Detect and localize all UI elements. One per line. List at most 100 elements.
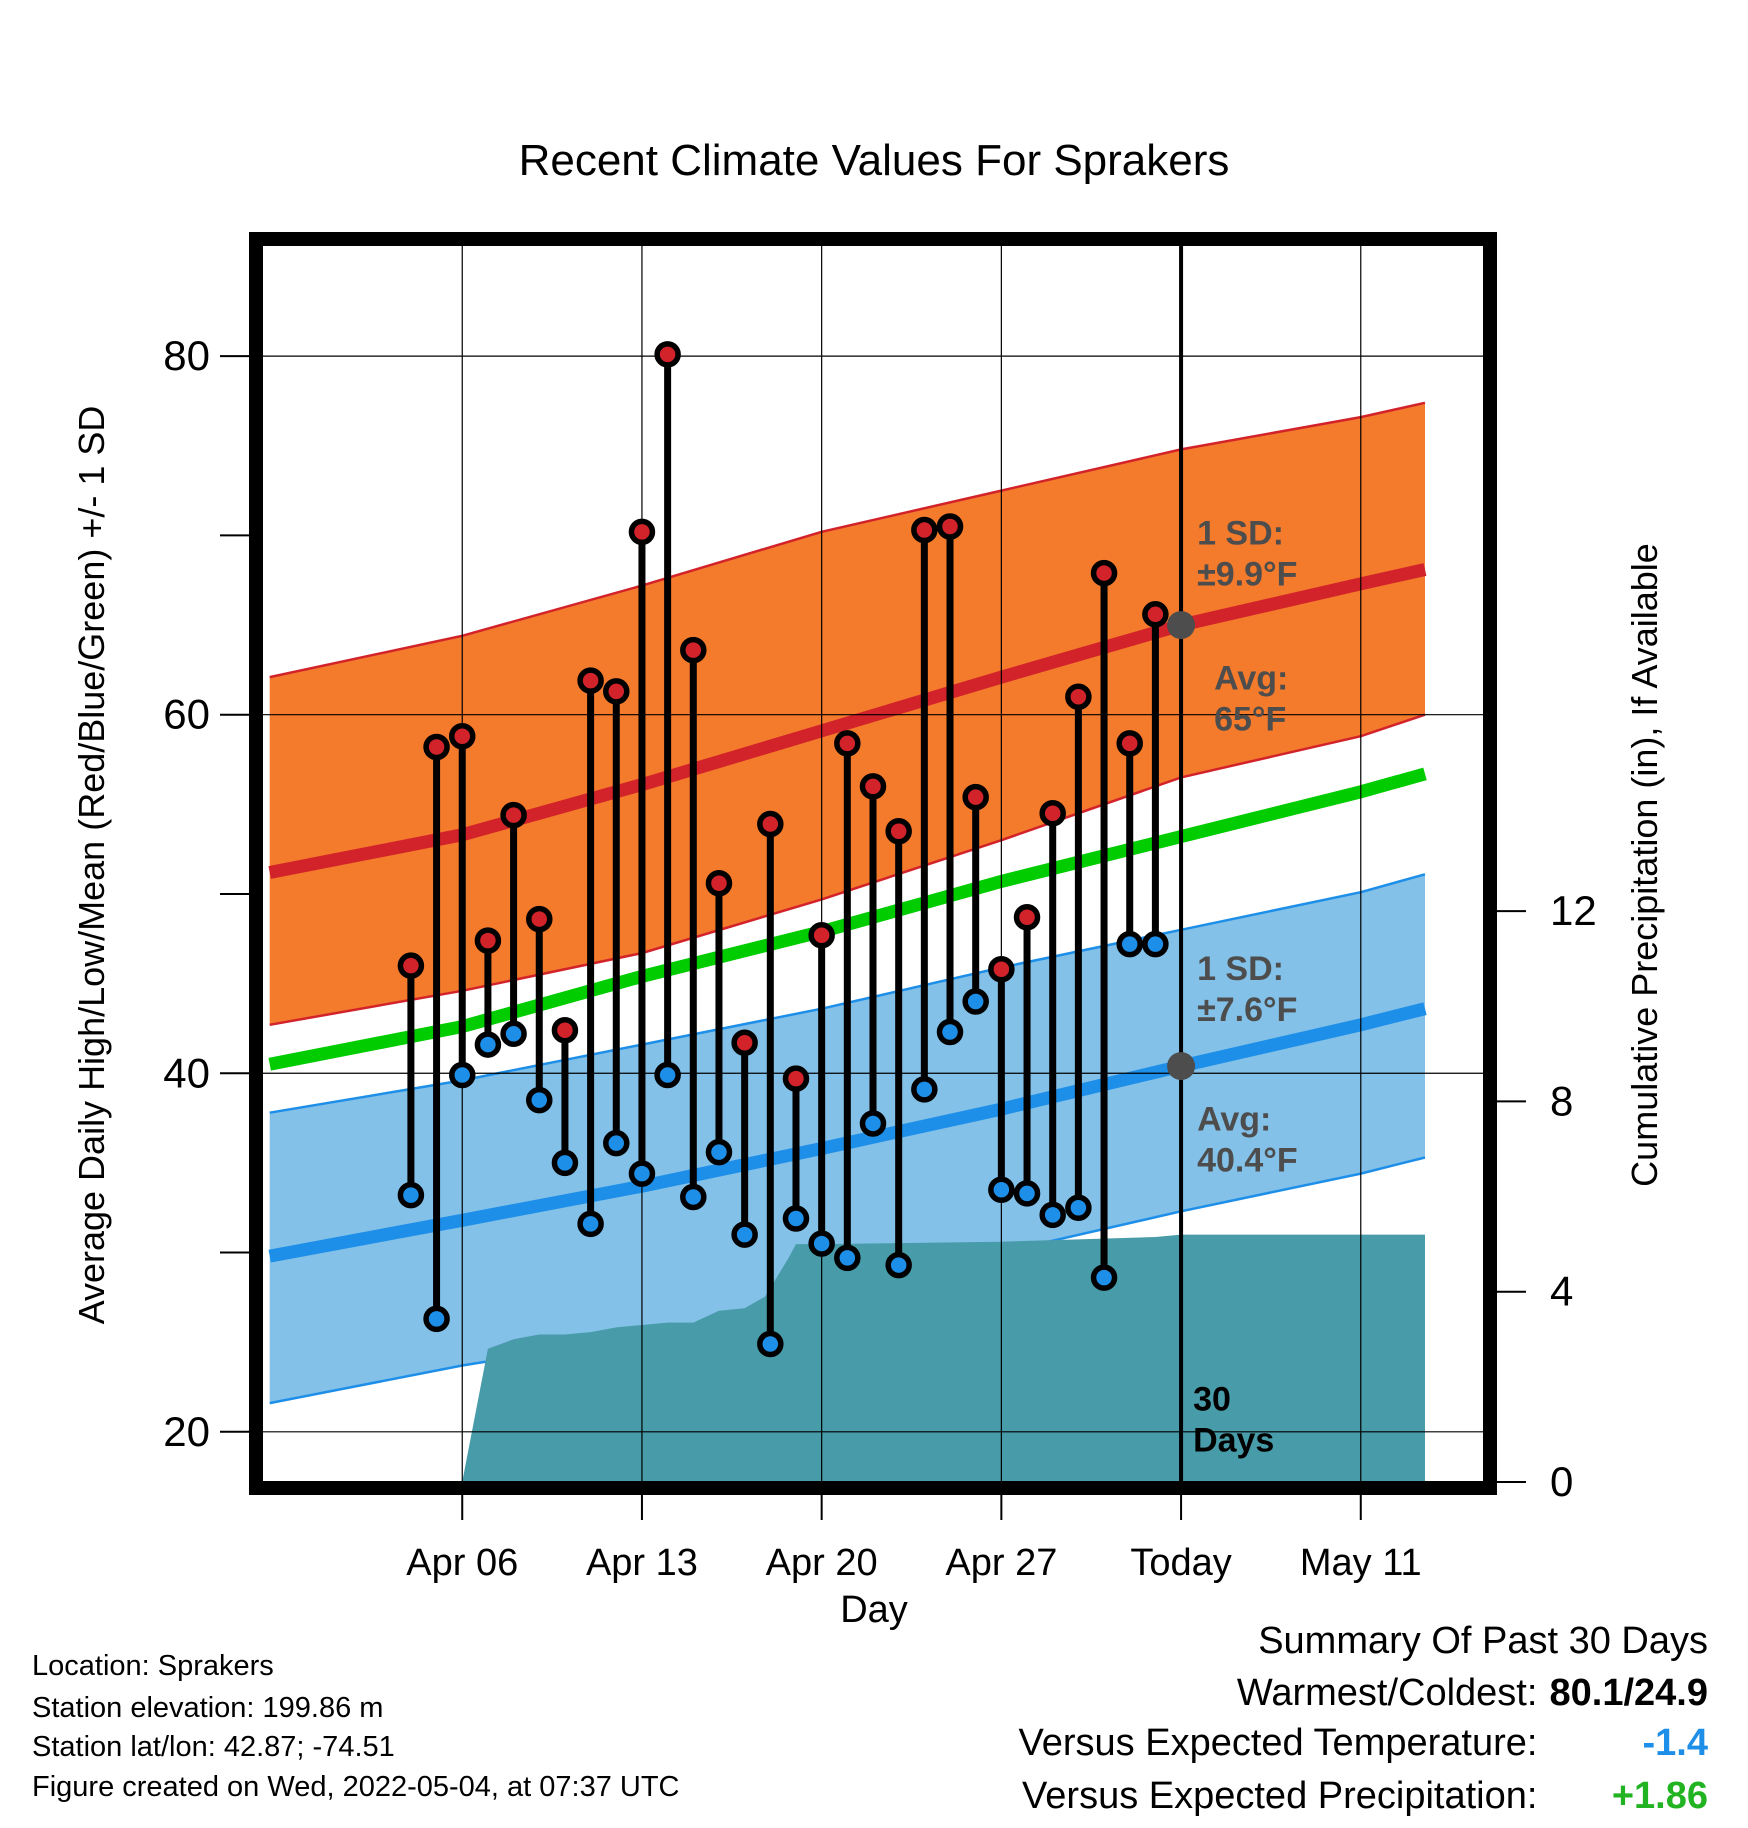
observed-low-point xyxy=(705,1138,733,1166)
observed-low-point xyxy=(423,1305,450,1333)
observed-high-point xyxy=(1090,559,1118,587)
observed-low-point xyxy=(1142,930,1169,958)
window-annotation: 30 xyxy=(1193,1380,1231,1418)
y-right-tick-label: 8 xyxy=(1550,1077,1573,1124)
high-avg-annotation: 65°F xyxy=(1214,701,1286,739)
summary-warm-cold: Warmest/Coldest: 80.1/24.9 xyxy=(1237,1672,1708,1715)
warm-cold-label: Warmest/Coldest: xyxy=(1236,1672,1538,1714)
low-sd-annotation: ±7.6°F xyxy=(1197,991,1297,1029)
observed-high-point xyxy=(423,733,450,761)
observed-low-point xyxy=(577,1210,604,1238)
x-tick-label: Apr 27 xyxy=(945,1542,1057,1584)
high-sd-upper-line xyxy=(269,401,1426,679)
observed-low-point xyxy=(603,1129,630,1157)
y-axis-label-right: Cumulative Precipitation (in), If Availa… xyxy=(1624,543,1665,1187)
summary-precipitation: Versus Expected Precipitation: +1.86 xyxy=(1022,1775,1708,1818)
observed-low-point xyxy=(654,1061,681,1089)
observed-high-point xyxy=(859,773,887,800)
observed-high-point xyxy=(397,952,425,979)
precip-label: Versus Expected Precipitation: xyxy=(1022,1775,1538,1817)
precip-area xyxy=(462,1234,1425,1482)
temp-value: -1.4 xyxy=(1642,1722,1708,1764)
high-sd-band xyxy=(269,402,1426,1025)
observed-high-point xyxy=(1039,800,1066,827)
observed-low-point xyxy=(1090,1264,1118,1291)
low-avg-annotation: Avg: xyxy=(1197,1101,1271,1139)
x-axis-label: Day xyxy=(840,1589,908,1631)
x-tick-label: Apr 06 xyxy=(406,1542,518,1584)
observed-high-point xyxy=(808,921,835,949)
observed-high-point xyxy=(1142,601,1169,628)
x-tick-label: Today xyxy=(1130,1542,1231,1584)
y-axis-label-left: Average Daily High/Low/Mean (Red/Blue/Gr… xyxy=(71,406,112,1325)
x-tick-label: Apr 13 xyxy=(586,1542,698,1584)
low-avg-marker xyxy=(1167,1052,1196,1081)
observed-low-point xyxy=(757,1330,784,1358)
observed-low-point xyxy=(731,1221,758,1248)
observed-low-point xyxy=(1116,930,1143,958)
observed-high-point xyxy=(1065,683,1092,711)
observed-high-point xyxy=(962,783,989,811)
observed-high-point xyxy=(577,667,604,694)
observed-high-point xyxy=(603,678,630,705)
high-sd-annotation: 1 SD: xyxy=(1197,514,1284,552)
low-sd-upper-line xyxy=(269,873,1426,1114)
observed-high-point xyxy=(1116,730,1143,757)
temp-label: Versus Expected Temperature: xyxy=(1018,1722,1538,1764)
warm-cold-value: 80.1/24.9 xyxy=(1549,1672,1708,1714)
observed-low-point xyxy=(474,1031,502,1058)
observed-high-point xyxy=(551,1016,579,1044)
created-text: Figure created on Wed, 2022-05-04, at 07… xyxy=(32,1771,680,1803)
observed-low-point xyxy=(628,1160,656,1187)
y-left-tick-label: 80 xyxy=(163,332,210,379)
observed-low-point xyxy=(911,1076,938,1103)
observed-low-point xyxy=(680,1183,707,1211)
high-sd-lower-line xyxy=(269,713,1426,1027)
observed-low-point xyxy=(1039,1201,1066,1229)
observed-low-point xyxy=(859,1110,887,1137)
observed-low-point xyxy=(1013,1180,1041,1207)
observed-low-point xyxy=(808,1230,835,1257)
high-avg-marker xyxy=(1167,611,1196,640)
elevation-text: Station elevation: 199.86 m xyxy=(32,1692,384,1724)
observed-low-point xyxy=(782,1205,810,1232)
plot-frame xyxy=(249,232,1497,1495)
observed-high-point xyxy=(705,869,733,897)
observed-high-point xyxy=(654,341,681,368)
observed-high-point xyxy=(731,1029,758,1057)
observed-low-point xyxy=(500,1020,527,1048)
location-text: Location: Sprakers xyxy=(32,1650,274,1682)
y-right-tick-label: 4 xyxy=(1550,1268,1573,1315)
high-avg-annotation: Avg: xyxy=(1214,660,1288,698)
observed-low-point xyxy=(988,1176,1015,1204)
observed-high-point xyxy=(782,1065,810,1092)
observed-high-point xyxy=(757,810,784,838)
observed-high-point xyxy=(885,817,912,845)
normal-high-line xyxy=(268,563,1427,879)
observed-high-point xyxy=(526,905,553,933)
observed-high-point xyxy=(474,927,502,954)
y-left-tick-label: 20 xyxy=(163,1408,210,1455)
x-tick-label: Apr 20 xyxy=(766,1542,878,1584)
y-left-tick-label: 40 xyxy=(163,1049,210,1096)
y-left-tick-label: 60 xyxy=(163,691,210,738)
observed-high-point xyxy=(628,518,656,546)
y-right-tick-label: 0 xyxy=(1550,1458,1573,1505)
observed-high-point xyxy=(834,730,861,757)
observed-low-point xyxy=(834,1244,861,1272)
summary-temperature: Versus Expected Temperature: -1.4 xyxy=(1019,1722,1708,1765)
observed-high-point xyxy=(448,722,476,750)
low-sd-annotation: 1 SD: xyxy=(1197,950,1284,988)
observed-low-point xyxy=(885,1251,912,1279)
latlon-text: Station lat/lon: 42.87; -74.51 xyxy=(32,1731,395,1763)
chart-title: Recent Climate Values For Sprakers xyxy=(519,136,1230,185)
normal-mean-line xyxy=(268,767,1427,1071)
observed-low-point xyxy=(551,1149,579,1177)
window-annotation: Days xyxy=(1193,1421,1274,1459)
observed-low-point xyxy=(397,1181,425,1209)
observed-high-point xyxy=(936,513,964,540)
normal-low-line xyxy=(268,1002,1427,1263)
observed-high-point xyxy=(500,801,527,829)
observed-high-point xyxy=(1013,904,1041,931)
